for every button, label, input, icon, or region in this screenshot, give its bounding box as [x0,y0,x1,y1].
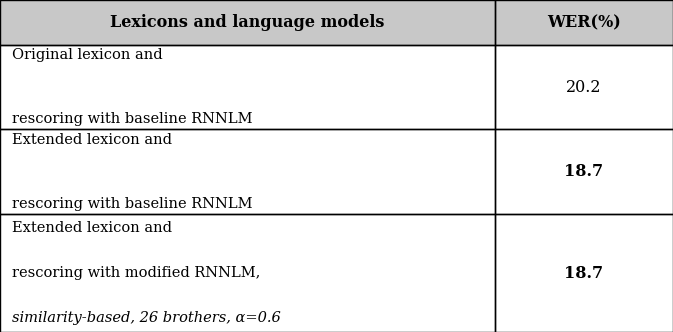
Bar [495,45,673,129]
Text: rescoring with modified RNNLM,: rescoring with modified RNNLM, [12,266,260,280]
Text: 18.7: 18.7 [564,265,604,282]
Text: Lexicons and language models: Lexicons and language models [110,14,384,31]
Bar [0,45,495,129]
Bar [495,0,673,45]
Text: WER(%): WER(%) [547,14,621,31]
Text: Extended lexicon and: Extended lexicon and [12,221,172,235]
Bar [495,45,673,129]
Bar [0,214,495,332]
Bar [495,0,673,45]
Text: rescoring with baseline RNNLM: rescoring with baseline RNNLM [12,112,252,126]
Bar [0,129,495,214]
Bar [0,0,495,45]
Bar [495,214,673,332]
Text: rescoring with baseline RNNLM: rescoring with baseline RNNLM [12,197,252,211]
Bar [0,214,495,332]
Bar [495,214,673,332]
Text: similarity-based, 26 brothers, α=0.6: similarity-based, 26 brothers, α=0.6 [12,311,281,325]
Bar [0,129,495,214]
Bar [495,129,673,214]
Text: 18.7: 18.7 [564,163,604,180]
Text: 20.2: 20.2 [566,79,602,96]
Text: Original lexicon and: Original lexicon and [12,48,163,62]
Bar [495,129,673,214]
Bar [0,0,495,45]
Bar [0,45,495,129]
Text: Extended lexicon and: Extended lexicon and [12,133,172,147]
